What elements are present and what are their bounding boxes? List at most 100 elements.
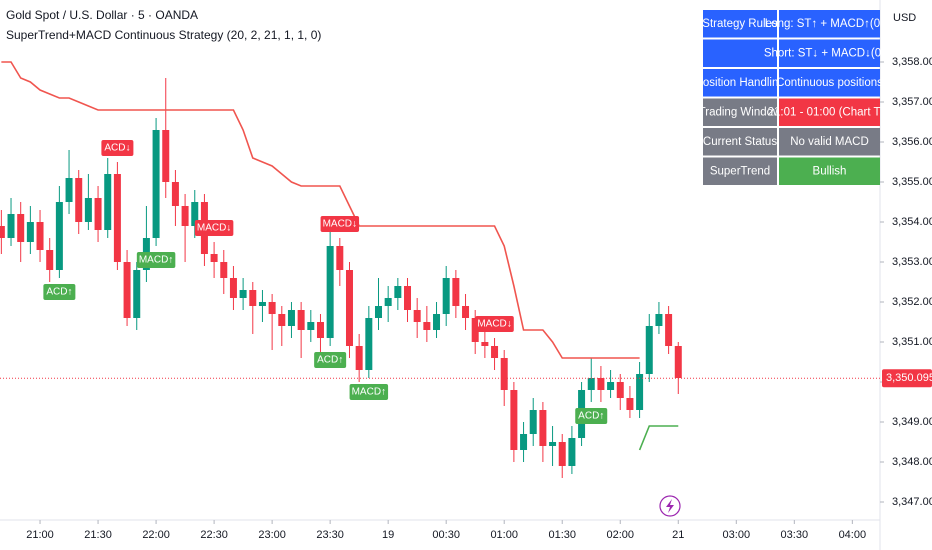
y-tick-label: 3,356.000 bbox=[892, 136, 932, 148]
candle-body bbox=[674, 346, 682, 378]
candle-body bbox=[355, 346, 363, 370]
signal-text: ACD↑ bbox=[317, 355, 343, 366]
table-cell: Bullish bbox=[779, 157, 880, 185]
signal-label: MACD↑ bbox=[349, 384, 389, 400]
candle-body bbox=[162, 130, 170, 182]
candle-body bbox=[626, 398, 634, 410]
cell-text: Current Status bbox=[703, 136, 777, 148]
cell-bg bbox=[779, 10, 880, 38]
candle-body bbox=[384, 298, 392, 306]
supertrend-line bbox=[638, 425, 679, 451]
x-tick-label: 21:30 bbox=[84, 529, 112, 541]
candle-body bbox=[394, 286, 402, 298]
candle-body bbox=[113, 174, 121, 262]
x-tick-label: 03:00 bbox=[723, 529, 751, 541]
signal-label: ACD↓ bbox=[101, 140, 134, 156]
signal-box bbox=[136, 252, 176, 268]
cell-bg bbox=[703, 128, 777, 156]
candle-body bbox=[210, 254, 218, 262]
table-cell: Long: ST↑ + MACD↑(0-4) bbox=[765, 10, 895, 38]
candle-body bbox=[17, 214, 25, 242]
candle-body bbox=[433, 314, 441, 330]
cell-text: Bullish bbox=[813, 165, 847, 177]
y-tick-label: 3,351.000 bbox=[892, 336, 932, 348]
events-bolt bbox=[666, 499, 674, 513]
y-tick-label: 3,348.000 bbox=[892, 456, 932, 468]
table-cell: Position Handling bbox=[695, 69, 785, 97]
signal-text: MACD↓ bbox=[197, 223, 231, 234]
signal-label: ACD↑ bbox=[43, 284, 76, 300]
cell-text: 21:01 - 01:00 (Chart TZ) bbox=[768, 106, 892, 118]
signal-text: ACD↓ bbox=[104, 143, 130, 154]
cell-text: SuperTrend bbox=[710, 165, 770, 177]
table-cell: Strategy Rules bbox=[702, 10, 778, 38]
y-tick-label: 3,353.000 bbox=[892, 256, 932, 268]
candle-body bbox=[607, 382, 615, 390]
signal-text: MACD↓ bbox=[323, 219, 357, 230]
candle-body bbox=[529, 410, 537, 434]
signal-text: ACD↑ bbox=[578, 411, 604, 422]
cell-bg bbox=[779, 98, 880, 126]
cell-text: Strategy Rules bbox=[702, 18, 778, 30]
last-price-box bbox=[882, 369, 932, 388]
table-cell: Current Status bbox=[703, 128, 777, 156]
candle-body bbox=[307, 322, 315, 330]
candle-body bbox=[645, 326, 653, 374]
plot-area: ACD↑ ACD↓ MACD↑ MACD↓ MACD↓ ACD↑ MACD↑ MACD↓ ACD… bbox=[0, 61, 880, 478]
cell-bg bbox=[703, 69, 777, 97]
candle-body bbox=[510, 390, 518, 450]
cell-text: Long: ST↑ + MACD↑(0-4) bbox=[765, 18, 895, 30]
candle-body bbox=[104, 174, 112, 230]
candle-body bbox=[587, 378, 595, 390]
x-tick-label: 22:30 bbox=[200, 529, 228, 541]
signal-label: MACD↓ bbox=[194, 220, 234, 236]
candle-body bbox=[36, 222, 44, 250]
candle-body bbox=[316, 322, 324, 338]
table-cell: SuperTrend bbox=[703, 157, 777, 185]
signal-box bbox=[475, 316, 514, 332]
signal-box bbox=[320, 216, 360, 232]
cell-bg bbox=[779, 157, 880, 185]
candle-body bbox=[539, 410, 547, 446]
candle-body bbox=[520, 434, 528, 450]
candle-body bbox=[287, 310, 295, 326]
signal-box bbox=[314, 352, 347, 368]
signal-text: MACD↑ bbox=[352, 387, 386, 398]
signal-box bbox=[194, 220, 234, 236]
candle-body bbox=[181, 206, 189, 226]
signal-label: MACD↓ bbox=[320, 216, 360, 232]
candle-body bbox=[481, 342, 489, 346]
candle-body bbox=[500, 358, 508, 390]
cell-text: No valid MACD bbox=[790, 136, 869, 148]
candle-body bbox=[549, 442, 557, 446]
x-tick-label: 21:00 bbox=[26, 529, 54, 541]
candle-body bbox=[94, 198, 102, 230]
candle-body bbox=[133, 270, 141, 318]
signal-text: MACD↓ bbox=[477, 319, 511, 330]
signal-box bbox=[101, 140, 134, 156]
candle-body bbox=[413, 310, 421, 322]
table-cell: Short: ST↓ + MACD↓(0-4) bbox=[764, 39, 895, 67]
x-tick-label: 02:00 bbox=[606, 529, 634, 541]
table-cell: No valid MACD bbox=[779, 128, 880, 156]
candle-body bbox=[297, 310, 305, 330]
candle-body bbox=[278, 314, 286, 326]
supertrend-line bbox=[1, 61, 640, 359]
cell-bg bbox=[703, 39, 777, 67]
x-tick-label: 04:00 bbox=[839, 529, 867, 541]
strategy-name: SuperTrend+MACD Continuous Strategy (20,… bbox=[6, 28, 321, 42]
cell-bg bbox=[779, 128, 880, 156]
x-tick-label: 19 bbox=[382, 529, 394, 541]
cell-text: Short: ST↓ + MACD↓(0-4) bbox=[764, 47, 895, 59]
candle-body bbox=[191, 202, 199, 226]
candle-body bbox=[26, 222, 34, 242]
table-cell: Trading Window bbox=[699, 98, 782, 126]
x-tick-label: 23:30 bbox=[316, 529, 344, 541]
currency-label[interactable]: USD bbox=[893, 12, 916, 24]
candle-body bbox=[616, 382, 624, 398]
candle-body bbox=[220, 262, 228, 278]
x-tick-label: 01:00 bbox=[490, 529, 518, 541]
candle-body bbox=[268, 302, 276, 314]
candle-body bbox=[568, 438, 576, 466]
